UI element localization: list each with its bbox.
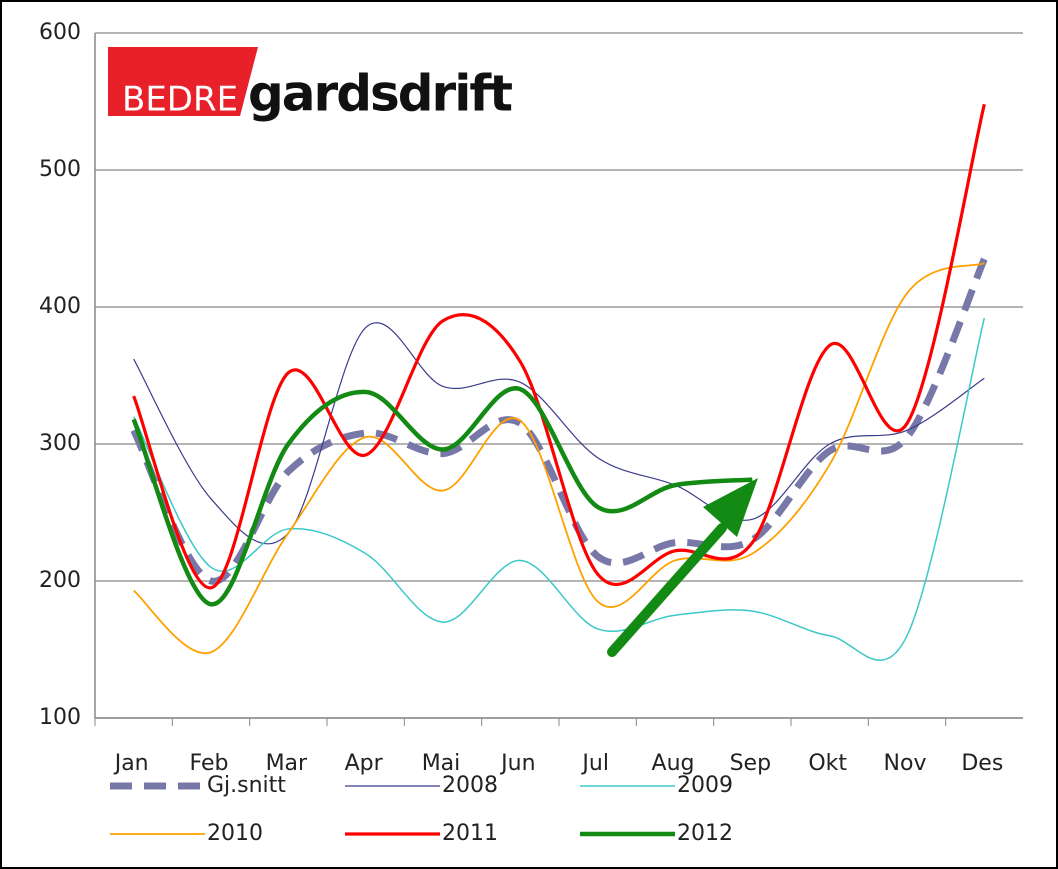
legend-label: Gj.snitt bbox=[207, 773, 286, 798]
legend-label: 2010 bbox=[207, 821, 263, 846]
series-line bbox=[131, 386, 753, 607]
x-tick-label: Sep bbox=[730, 751, 771, 776]
x-tick-label: Jan bbox=[113, 751, 149, 776]
x-tick-label: Apr bbox=[345, 751, 384, 776]
legend-label: 2011 bbox=[442, 821, 498, 846]
legend-label: 2012 bbox=[677, 821, 733, 846]
x-tick-label: Jun bbox=[499, 751, 535, 776]
y-tick-label: 500 bbox=[39, 157, 81, 182]
x-tick-label: Des bbox=[961, 751, 1003, 776]
legend-label: 2008 bbox=[442, 773, 498, 798]
logo-box bbox=[108, 47, 258, 116]
arrow-head bbox=[703, 478, 758, 537]
series-line bbox=[133, 262, 985, 655]
x-tick-label: Aug bbox=[652, 751, 695, 776]
series-line bbox=[133, 322, 985, 545]
series-line bbox=[130, 257, 988, 585]
trend-arrow bbox=[607, 478, 758, 657]
series-line bbox=[132, 317, 986, 662]
y-tick-label: 300 bbox=[39, 431, 81, 456]
x-tick-label: Nov bbox=[884, 751, 927, 776]
logo-name: gardsdrift bbox=[248, 65, 512, 123]
arrow-shaft bbox=[607, 523, 727, 657]
x-tick-label: Feb bbox=[190, 751, 229, 776]
x-tick-label: Okt bbox=[808, 751, 847, 776]
y-tick-label: 200 bbox=[39, 568, 81, 593]
y-tick-label: 100 bbox=[39, 705, 81, 730]
x-tick-label: Mar bbox=[266, 751, 308, 776]
y-tick-label: 400 bbox=[39, 294, 81, 319]
x-tick-label: Mai bbox=[422, 751, 461, 776]
series-line bbox=[132, 103, 986, 590]
x-tick-label: Jul bbox=[580, 751, 609, 776]
legend-label: 2009 bbox=[677, 773, 733, 798]
logo: BEDRE gardsdrift bbox=[108, 47, 514, 123]
logo-prefix: BEDRE bbox=[122, 80, 238, 120]
y-tick-label: 600 bbox=[39, 20, 81, 45]
